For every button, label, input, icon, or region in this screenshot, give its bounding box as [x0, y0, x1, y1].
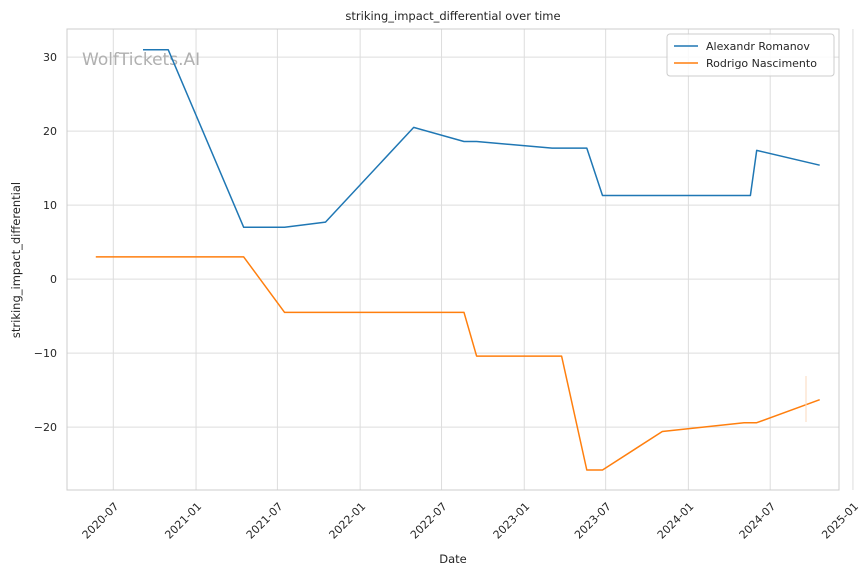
y-axis: 30 20 10 0 −10 −20	[34, 51, 57, 434]
y-tick-label: −10	[34, 347, 57, 360]
legend: Alexandr Romanov Rodrigo Nascimento	[666, 33, 835, 77]
series-line-1	[95, 256, 820, 471]
series-layer	[95, 48, 820, 471]
x-axis-title: Date	[439, 552, 467, 566]
y-tick-label: 10	[43, 199, 57, 212]
y-axis-title: striking_impact_differential	[9, 182, 23, 338]
y-tick-label: 30	[43, 51, 57, 64]
legend-label: Alexandr Romanov	[706, 40, 810, 53]
chart-title: striking_impact_differential over time	[345, 9, 560, 23]
grid	[67, 29, 854, 490]
series-line-0	[143, 48, 820, 229]
legend-box	[666, 33, 835, 77]
plot-frame	[66, 28, 840, 491]
y-tick-label: 0	[50, 273, 57, 286]
y-tick-label: 20	[43, 125, 57, 138]
legend-label: Rodrigo Nascimento	[706, 57, 817, 70]
watermark-text: WolfTickets.AI	[82, 50, 200, 70]
y-tick-label: −20	[34, 421, 57, 434]
